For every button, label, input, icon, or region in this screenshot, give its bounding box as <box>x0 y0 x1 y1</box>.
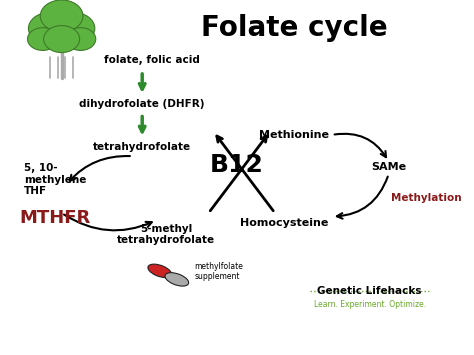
Text: MTHFR: MTHFR <box>19 209 90 228</box>
Circle shape <box>27 28 58 50</box>
Text: Homocysteine: Homocysteine <box>240 218 328 228</box>
Circle shape <box>40 0 83 32</box>
Ellipse shape <box>165 273 189 286</box>
Text: Methylation: Methylation <box>392 193 462 203</box>
Text: Learn. Experiment. Optimize.: Learn. Experiment. Optimize. <box>314 300 426 309</box>
Text: Methionine: Methionine <box>259 130 329 140</box>
Text: dihydrofolate (DHFR): dihydrofolate (DHFR) <box>80 99 205 109</box>
Text: 5-methyl
tetrahydrofolate: 5-methyl tetrahydrofolate <box>117 224 215 245</box>
Text: B12: B12 <box>210 153 264 177</box>
Circle shape <box>65 28 96 50</box>
Ellipse shape <box>148 264 172 278</box>
Circle shape <box>28 12 71 44</box>
Text: Folate cycle: Folate cycle <box>201 14 387 42</box>
Circle shape <box>52 12 95 44</box>
Circle shape <box>44 26 80 53</box>
Text: 5, 10-
methylene
THF: 5, 10- methylene THF <box>24 163 86 197</box>
Text: folate, folic acid: folate, folic acid <box>104 55 200 65</box>
Text: tetrahydrofolate: tetrahydrofolate <box>93 142 191 152</box>
Text: SAMe: SAMe <box>371 162 406 171</box>
Text: methylfolate
supplement: methylfolate supplement <box>194 262 243 281</box>
Text: Genetic Lifehacks: Genetic Lifehacks <box>318 286 422 296</box>
